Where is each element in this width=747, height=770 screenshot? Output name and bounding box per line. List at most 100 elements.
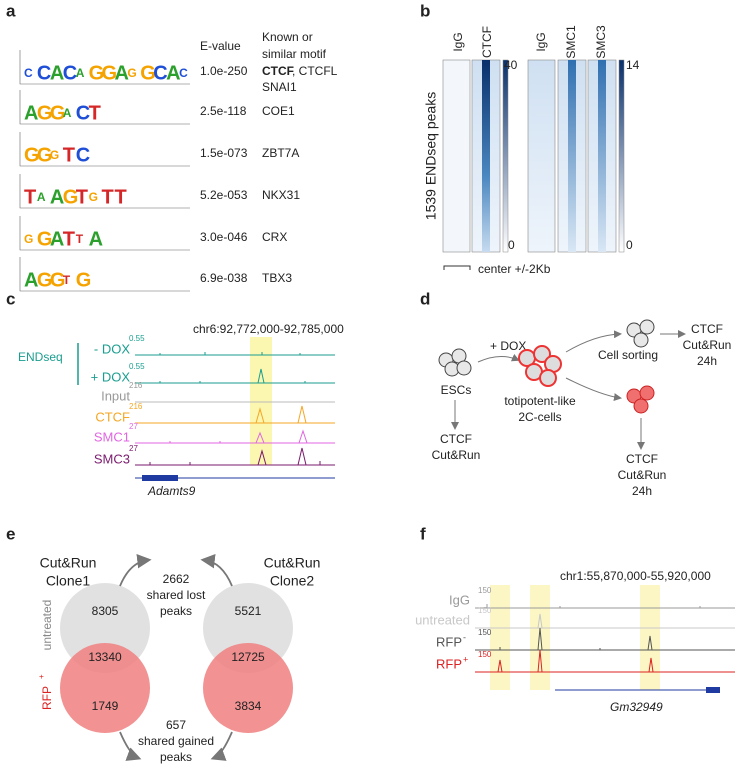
logo-letter: G [37, 269, 53, 291]
header: similar motif [262, 47, 327, 61]
track-scale: 150 [478, 606, 492, 615]
track-label: SMC3 [94, 451, 130, 466]
logo-axis [19, 257, 190, 292]
logo-letter: A [114, 62, 128, 84]
row-label: RFP [40, 686, 54, 710]
note: peaks [160, 750, 192, 764]
track-label-sup: + [463, 654, 468, 664]
title: Cut&Run [40, 555, 97, 571]
y-label: 1539 ENDseq peaks [423, 92, 439, 220]
logo-letter: G [37, 144, 53, 166]
panel-b: b 1539 ENDseq peaks IgG CTCF IgG SMC1 SM… [420, 1, 640, 276]
motif: TBX3 [262, 271, 292, 285]
track-label-sup: - [463, 632, 466, 642]
header: E-value [200, 39, 241, 53]
track-label: untreated [415, 612, 470, 627]
row-label: untreated [40, 600, 54, 651]
column-label: IgG [534, 32, 548, 51]
e-value: 3.0e-046 [200, 230, 248, 244]
track-scale: 27 [129, 422, 138, 431]
logo-letter: G [37, 102, 53, 124]
track-scale: 150 [478, 628, 492, 637]
logo-letter: C [153, 62, 167, 84]
gene-exon [142, 475, 178, 481]
note: shared gained [138, 734, 214, 748]
logo-letter: T [63, 273, 71, 287]
arrow [119, 554, 152, 587]
logo-letter: T [63, 228, 75, 250]
logo-letter: G [89, 62, 105, 84]
track-label: + DOX [91, 369, 131, 384]
e-value: 1.0e-250 [200, 64, 248, 78]
logo-letter: A [37, 190, 46, 204]
node-label: CTCF [626, 452, 658, 466]
logo-letter: G [102, 62, 118, 84]
logo-letter: G [50, 269, 66, 291]
x-label: center +/-2Kb [478, 262, 551, 276]
logo-axis [19, 216, 190, 251]
heatmap [442, 59, 625, 253]
node-label: 2C-cells [518, 410, 561, 424]
motif: CTCF [262, 64, 294, 78]
e-value: 2.5e-118 [200, 104, 247, 118]
tracks [135, 352, 335, 466]
motif: SNAI1 [262, 80, 297, 94]
track-scale: 0.55 [129, 362, 145, 371]
arrow [200, 554, 233, 587]
treatment: + DOX [490, 339, 526, 353]
e-value: 5.2e-053 [200, 188, 248, 202]
track-label: RFP [436, 634, 462, 649]
panel-label: d [420, 289, 430, 308]
logo-letter: G [50, 102, 66, 124]
logo-letter: G [24, 144, 40, 166]
column-label: IgG [451, 32, 465, 51]
panel-e: e Cut&Run Clone1 Cut&Run Clone2 8305 133… [6, 524, 320, 764]
node-label: Cut&Run [683, 338, 732, 352]
node-label: Cell sorting [598, 348, 658, 362]
count: 13340 [88, 650, 122, 664]
logo-letter: T [76, 186, 88, 208]
count: 3834 [235, 699, 262, 713]
header: Known or [262, 30, 313, 44]
track-scale: 216 [129, 402, 143, 411]
arrow [210, 731, 233, 761]
logo-letter: T [76, 232, 84, 246]
node-label: 24h [697, 354, 717, 368]
panel-c: c chr6:92,772,000-92,785,000 ENDseq - DO… [6, 289, 344, 498]
logo-letter: G [140, 62, 156, 84]
e-value: 6.9e-038 [200, 271, 248, 285]
arrow [565, 330, 622, 353]
node-label: ESCs [441, 383, 472, 397]
column-label: SMC3 [594, 25, 608, 59]
note: peaks [160, 604, 192, 618]
logo-letter: A [24, 269, 38, 291]
logo-letter: A [76, 66, 85, 80]
motif: COE1 [262, 104, 295, 118]
logo-letter: A [63, 106, 72, 120]
track-scale: 150 [478, 586, 492, 595]
arrow [119, 731, 142, 761]
track-label: SMC1 [94, 429, 130, 444]
logo-letter: C [76, 144, 90, 166]
logo-letter: G [127, 66, 136, 80]
logo-letter: C [179, 66, 188, 80]
count: 8305 [92, 604, 119, 618]
logo-letter: G [50, 148, 59, 162]
motif: , CTCFL [292, 64, 338, 78]
coordinates: chr1:55,870,000-55,920,000 [560, 569, 711, 583]
logo-letter: C [37, 62, 51, 84]
node-label: CTCF [440, 432, 472, 446]
panel-label: b [420, 1, 430, 20]
title: Clone1 [46, 573, 91, 589]
track-label: IgG [449, 592, 470, 607]
track-label: Input [101, 388, 130, 403]
sorted-gray [626, 319, 655, 348]
arrow [565, 377, 622, 402]
title: Cut&Run [264, 555, 321, 571]
highlights [490, 585, 660, 690]
e-value: 1.5e-073 [200, 146, 248, 160]
logo-letter: T [102, 186, 114, 208]
column-label: SMC1 [564, 25, 578, 59]
